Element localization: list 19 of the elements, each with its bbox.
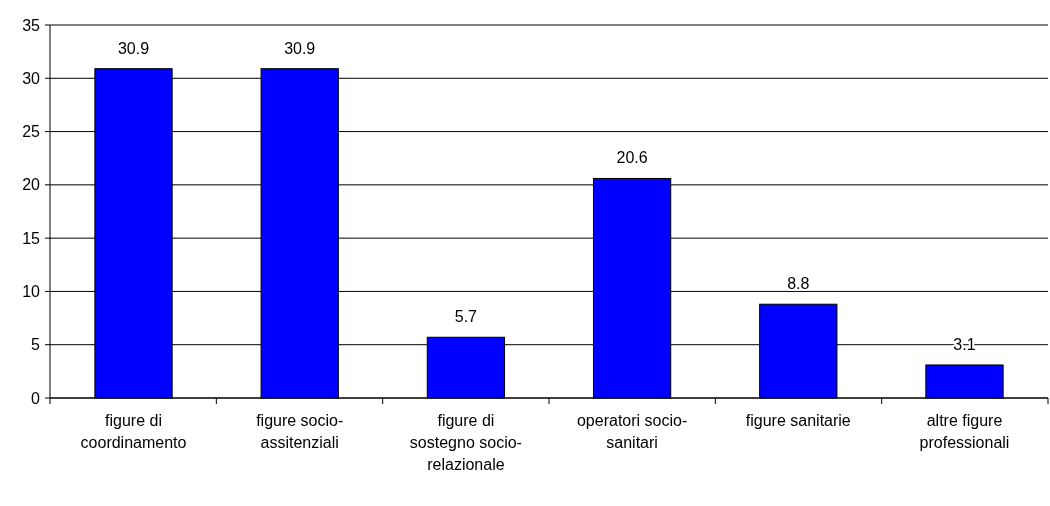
x-tick-label: altre figure professionali [919, 412, 1010, 451]
y-tick-label: 5 [31, 336, 41, 354]
x-tick-label: operatori socio-sanitari [576, 412, 688, 451]
data-label: 8.8 [787, 275, 810, 293]
y-tick-label: 15 [22, 229, 41, 247]
x-tick-label: figure socio-assitenziali [256, 412, 344, 451]
x-tick-label: figure di sostegno socio-relazionale [409, 412, 522, 473]
y-tick-label: 10 [22, 283, 41, 301]
x-tick-label: figure sanitarie [745, 412, 851, 429]
data-label: 30.9 [284, 39, 316, 57]
x-tick-label: figure di coordinamento [80, 412, 187, 451]
y-tick-label: 30 [22, 69, 41, 87]
data-label: 30.9 [117, 39, 150, 57]
y-tick-label: 20 [22, 176, 41, 194]
data-label: 20.6 [616, 149, 648, 167]
y-tick-label: 0 [31, 389, 41, 407]
data-label: 5.7 [454, 308, 478, 326]
y-tick-label: 35 [22, 16, 41, 34]
y-tick-label: 25 [22, 123, 41, 141]
